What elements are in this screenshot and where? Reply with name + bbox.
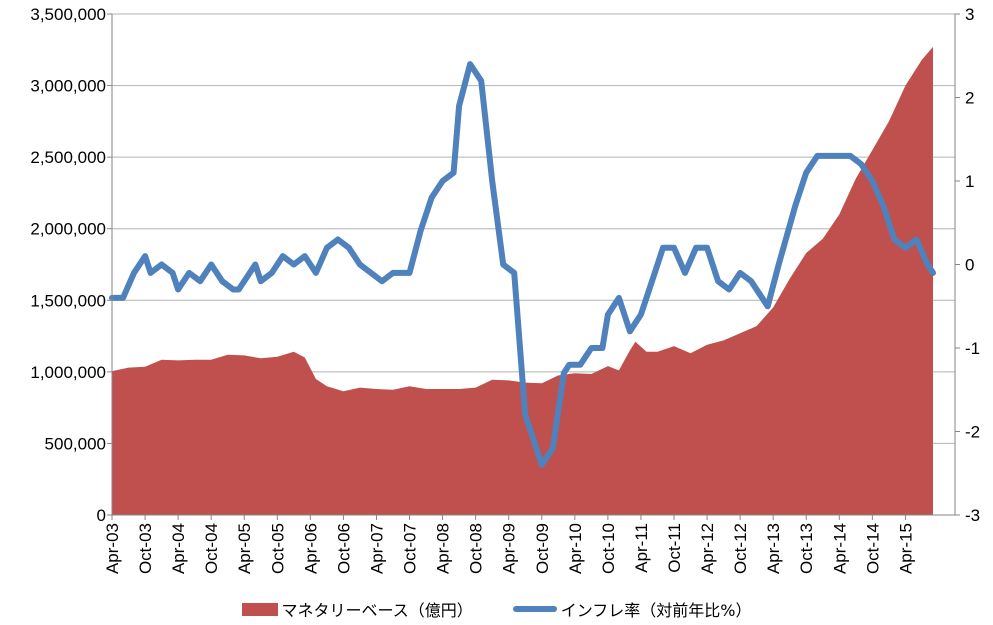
x-axis-tick-label: Oct-03 bbox=[136, 523, 155, 574]
x-axis-tick-label: Apr-06 bbox=[301, 523, 320, 574]
x-axis-tick-label: Apr-12 bbox=[698, 523, 717, 574]
left-axis-tick-label: 2,500,000 bbox=[30, 148, 106, 167]
right-axis-tick-label: 0 bbox=[965, 256, 974, 275]
x-axis-tick-label: Oct-05 bbox=[268, 523, 287, 574]
x-axis-tick-label: Apr-09 bbox=[500, 523, 519, 574]
x-axis-tick-label: Oct-06 bbox=[334, 523, 353, 574]
right-axis-tick-label: -3 bbox=[965, 506, 980, 525]
x-axis-tick-label: Oct-14 bbox=[863, 523, 882, 574]
x-axis-tick-label: Oct-09 bbox=[533, 523, 552, 574]
legend-item-inflation: インフレ率（対前年比%） bbox=[512, 597, 752, 621]
legend-item-monetary-base: マネタリーベース（億円） bbox=[241, 597, 473, 621]
x-axis-tick-label: Apr-15 bbox=[896, 523, 915, 574]
right-axis-tick-label: 3 bbox=[965, 5, 974, 24]
right-axis-tick-label: 1 bbox=[965, 172, 974, 191]
x-axis-tick-label: Apr-04 bbox=[169, 523, 188, 574]
x-axis-tick-label: Oct-11 bbox=[665, 523, 684, 573]
x-axis-tick-labels: Apr-03 Oct-03 Apr-04 Oct-04 Apr-05 Oct-05 Apr-… bbox=[103, 523, 915, 574]
x-axis-tick-label: Oct-12 bbox=[731, 523, 750, 574]
left-axis-tick-label: 3,500,000 bbox=[30, 5, 106, 24]
x-axis-tick-label: Apr-03 bbox=[103, 523, 122, 574]
x-axis-tick-label: Oct-10 bbox=[599, 523, 618, 574]
right-axis-tick-label: -2 bbox=[965, 423, 980, 442]
x-axis-tick-label: Apr-08 bbox=[434, 523, 453, 574]
x-axis-tick-label: Oct-13 bbox=[797, 523, 816, 574]
left-axis-tick-label: 1,000,000 bbox=[30, 363, 106, 382]
x-axis-tick-label: Apr-10 bbox=[566, 523, 585, 574]
x-axis-tick-label: Apr-07 bbox=[367, 523, 386, 574]
axes bbox=[107, 13, 960, 520]
legend-label-inflation: インフレ率（対前年比%） bbox=[560, 601, 752, 620]
right-axis-tick-label: -1 bbox=[965, 339, 980, 358]
left-axis-tick-label: 500,000 bbox=[45, 434, 106, 453]
x-axis-tick-label: Oct-04 bbox=[202, 523, 221, 574]
left-axis-tick-label: 0 bbox=[97, 506, 106, 525]
legend-swatch-line bbox=[512, 606, 557, 612]
inflation-rate-line bbox=[109, 61, 936, 468]
left-axis-tick-label: 2,000,000 bbox=[30, 220, 106, 239]
x-axis-tick-label: Apr-13 bbox=[764, 523, 783, 574]
legend: マネタリーベース（億円） インフレ率（対前年比%） bbox=[0, 597, 993, 621]
right-axis-tick-label: 2 bbox=[965, 89, 974, 108]
x-axis-tick-label: Oct-08 bbox=[467, 523, 486, 574]
right-axis-tick-labels: -3 -2 -1 0 1 2 3 bbox=[965, 5, 980, 525]
x-axis-tick-label: Apr-14 bbox=[830, 523, 849, 574]
x-axis-tick-label: Apr-05 bbox=[235, 523, 254, 574]
legend-label-monetary-base: マネタリーベース（億円） bbox=[281, 601, 473, 620]
monetary-base-area bbox=[112, 46, 933, 516]
left-axis-tick-labels: 0 500,000 1,000,000 1,500,000 2,000,000 2,500… bbox=[30, 5, 106, 525]
x-axis-tick-label: Oct-07 bbox=[401, 523, 420, 574]
x-axis-tick-label: Apr-11 bbox=[632, 523, 651, 573]
legend-swatch-area bbox=[241, 602, 278, 616]
left-axis-tick-label: 3,000,000 bbox=[30, 77, 106, 96]
left-axis-tick-label: 1,500,000 bbox=[30, 291, 106, 310]
